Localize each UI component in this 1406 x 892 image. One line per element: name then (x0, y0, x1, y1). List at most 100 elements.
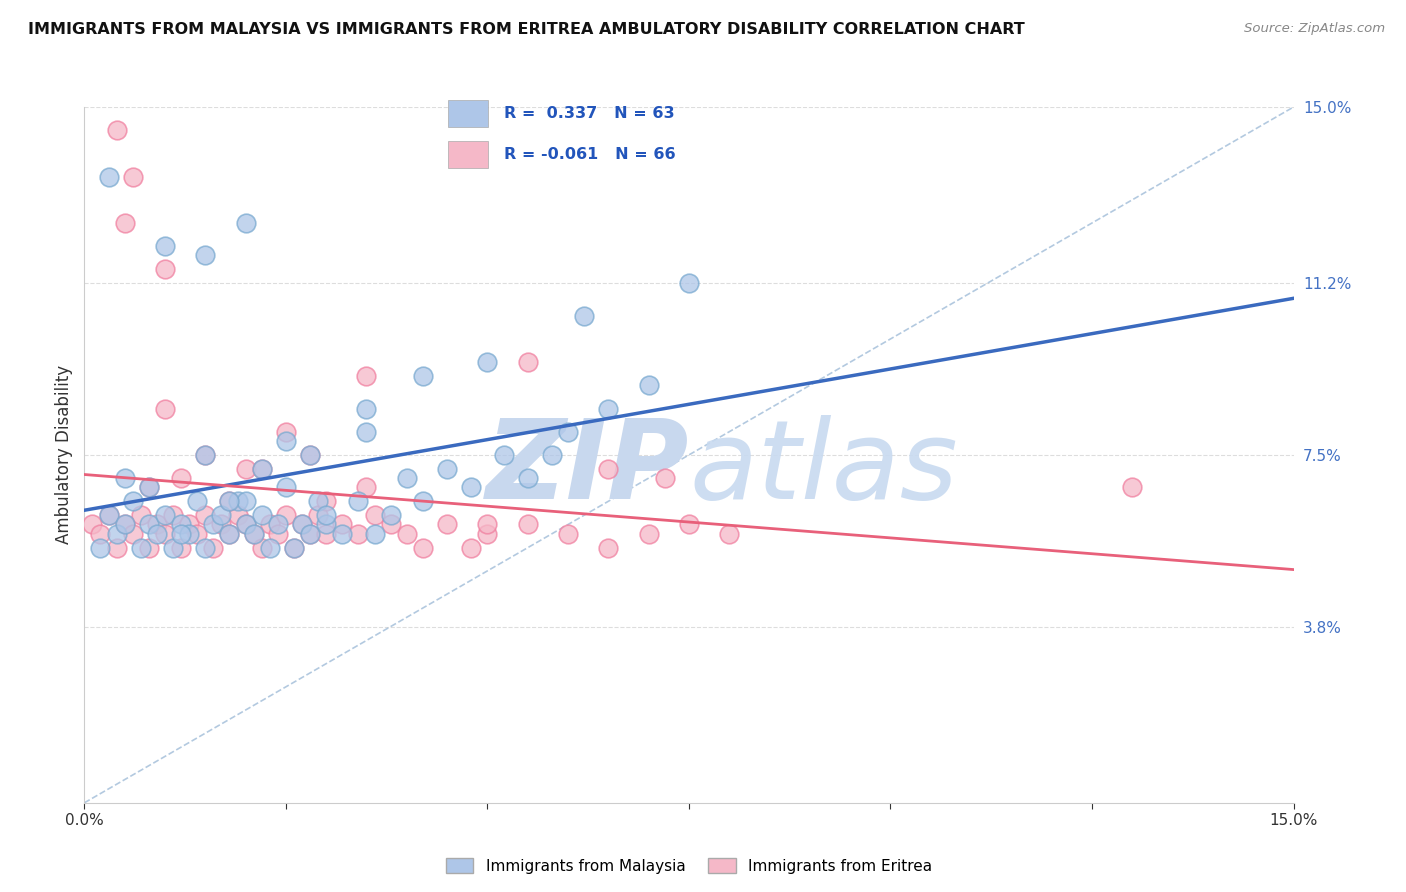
Point (477, 517, 499, 532)
Text: R = -0.061   N = 66: R = -0.061 N = 66 (503, 147, 675, 161)
Point (598, 462, 620, 476)
Point (380, 508, 402, 523)
Point (170, 541, 193, 555)
Point (194, 448, 217, 462)
Point (274, 508, 297, 523)
Point (138, 517, 160, 532)
Point (194, 448, 217, 462)
Point (97, 508, 120, 523)
Point (209, 508, 232, 523)
Point (654, 471, 676, 485)
Point (516, 517, 538, 532)
Point (194, 508, 217, 523)
Point (356, 425, 378, 439)
Point (477, 355, 499, 369)
Point (291, 517, 314, 532)
Point (315, 508, 337, 523)
Point (179, 526, 201, 541)
Point (356, 369, 378, 384)
Point (179, 517, 201, 532)
Point (460, 480, 482, 494)
Point (299, 448, 322, 462)
Point (235, 216, 257, 230)
Point (105, 526, 128, 541)
Point (170, 526, 193, 541)
Point (598, 541, 620, 555)
Point (121, 169, 143, 184)
Point (89, 526, 111, 541)
Point (170, 471, 193, 485)
Point (114, 471, 136, 485)
Point (267, 526, 290, 541)
Point (356, 480, 378, 494)
Point (114, 216, 136, 230)
Point (153, 262, 176, 277)
Point (153, 401, 176, 416)
Point (138, 480, 160, 494)
Point (97, 169, 120, 184)
Point (250, 462, 273, 476)
Point (291, 517, 314, 532)
Point (162, 541, 184, 555)
Y-axis label: Ambulatory Disability: Ambulatory Disability (55, 366, 73, 544)
Point (347, 526, 370, 541)
Bar (449, 141, 488, 168)
Point (218, 526, 240, 541)
Point (477, 526, 499, 541)
Point (226, 508, 249, 523)
Point (146, 526, 169, 541)
Point (121, 526, 143, 541)
Point (114, 517, 136, 532)
Point (718, 526, 741, 541)
Point (274, 425, 297, 439)
Point (572, 309, 595, 323)
Point (218, 494, 240, 508)
Point (194, 541, 217, 555)
Point (235, 494, 257, 508)
Point (153, 508, 176, 523)
Point (162, 508, 184, 523)
Point (250, 462, 273, 476)
Point (460, 541, 482, 555)
Point (299, 526, 322, 541)
Text: Source: ZipAtlas.com: Source: ZipAtlas.com (1244, 22, 1385, 36)
Point (315, 517, 337, 532)
Point (250, 508, 273, 523)
Bar (449, 100, 488, 127)
Point (202, 541, 225, 555)
Point (226, 494, 249, 508)
Point (395, 526, 418, 541)
Point (235, 462, 257, 476)
Text: R =  0.337   N = 63: R = 0.337 N = 63 (503, 106, 675, 120)
Point (274, 480, 297, 494)
Point (250, 541, 273, 555)
Point (259, 541, 281, 555)
Point (330, 526, 353, 541)
Point (138, 480, 160, 494)
Point (637, 378, 659, 392)
Point (267, 517, 290, 532)
Point (259, 517, 281, 532)
Point (1121, 480, 1143, 494)
Point (153, 239, 176, 253)
Text: IMMIGRANTS FROM MALAYSIA VS IMMIGRANTS FROM ERITREA AMBULATORY DISABILITY CORREL: IMMIGRANTS FROM MALAYSIA VS IMMIGRANTS F… (28, 22, 1025, 37)
Point (218, 526, 240, 541)
Point (97, 508, 120, 523)
Point (557, 425, 579, 439)
Point (436, 462, 458, 476)
Point (307, 508, 329, 523)
Point (412, 494, 434, 508)
Point (347, 494, 370, 508)
Point (492, 448, 515, 462)
Point (363, 508, 385, 523)
Point (114, 517, 136, 532)
Point (82, 517, 104, 532)
Point (194, 248, 217, 262)
Text: atlas: atlas (689, 416, 957, 523)
Point (412, 369, 434, 384)
Point (299, 448, 322, 462)
Point (557, 526, 579, 541)
Point (170, 517, 193, 532)
Point (315, 494, 337, 508)
Point (516, 471, 538, 485)
